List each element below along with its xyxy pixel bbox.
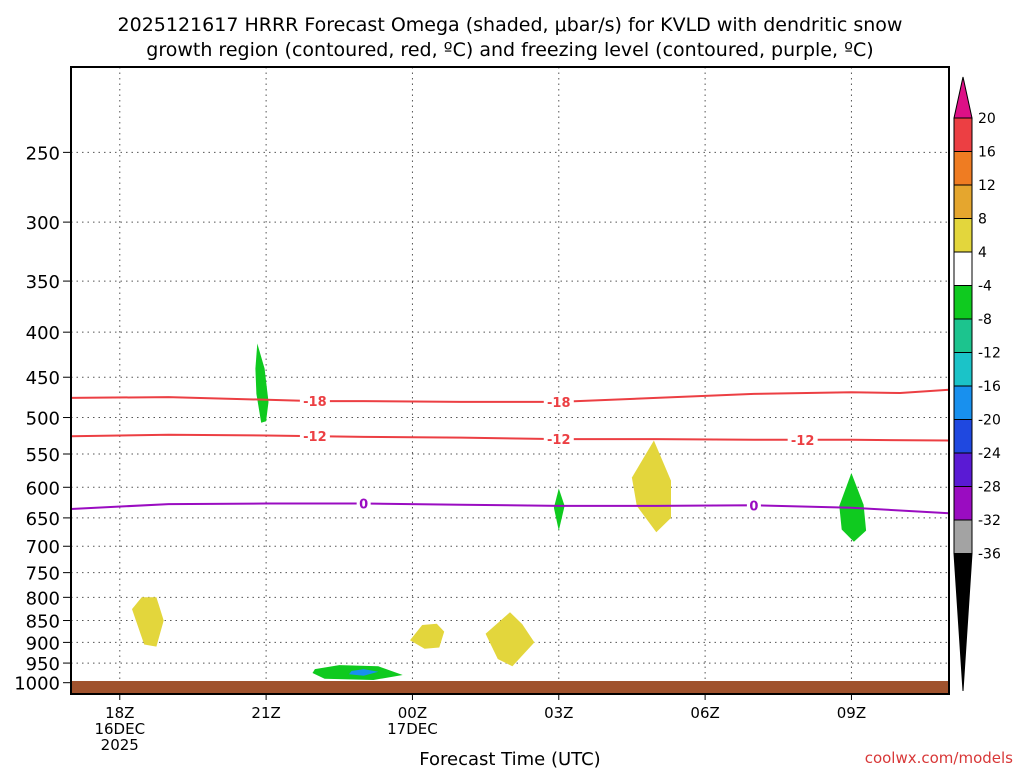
contour-label-bg: [356, 495, 371, 512]
omega-region: [553, 488, 565, 531]
contour-label-bg: [543, 431, 574, 448]
ground-strip: [71, 681, 949, 694]
y-tick-label: 850: [26, 612, 60, 633]
omega-region: [410, 623, 445, 649]
colorbar-swatch: [953, 452, 973, 487]
colorbar-label: -32: [978, 513, 1001, 529]
colorbar-label: -4: [978, 279, 992, 295]
y-tick-label: 400: [26, 323, 60, 344]
y-tick-label: 800: [26, 588, 60, 609]
y-tick-label: 550: [26, 445, 60, 466]
y-tick-label: 250: [26, 143, 60, 164]
colorbar-label: 4: [978, 245, 987, 261]
y-tick-label: 350: [26, 272, 60, 293]
chart-title-line2: growth region (contoured, red, ºC) and f…: [146, 39, 873, 61]
colorbar-label: -8: [978, 312, 992, 328]
colorbar-label: -28: [978, 480, 1001, 496]
colorbar-swatch: [953, 218, 973, 253]
y-tick-label: 700: [26, 537, 60, 558]
contour-label: -18: [303, 395, 327, 410]
colorbar-label: 12: [978, 178, 996, 194]
colorbar-swatch: [953, 318, 973, 353]
colorbar-swatch: [953, 251, 973, 286]
colorbar-swatch: [953, 519, 973, 554]
omega-region: [132, 597, 164, 647]
omega-region: [631, 440, 671, 533]
contour-label: 0: [749, 499, 758, 514]
contour-label: -18: [547, 396, 571, 411]
colorbar-label: -20: [978, 413, 1001, 429]
omega-region: [255, 343, 269, 423]
omega-region: [485, 612, 535, 667]
y-tick-label: 1000: [14, 674, 60, 695]
y-tick-label: 300: [26, 213, 60, 234]
x-tick-label: 21Z: [251, 704, 280, 722]
colorbar-swatch: [953, 419, 973, 454]
colorbar-swatch: [953, 117, 973, 152]
colorbar-label: 20: [978, 111, 996, 127]
y-tick-label: 600: [26, 478, 60, 499]
x-tick-label: 00Z: [398, 704, 427, 722]
contour-label: -12: [303, 430, 327, 445]
omega-region: [349, 669, 379, 676]
contour-label-bg: [787, 431, 818, 448]
colorbar-swatch: [953, 184, 973, 219]
colorbar-swatch: [953, 352, 973, 387]
colorbar-label: 8: [978, 212, 987, 228]
contour-label-bg: [746, 497, 761, 514]
x-tick-label: 03Z: [544, 704, 573, 722]
colorbar-swatch: [953, 151, 973, 186]
contour-label: -12: [791, 434, 815, 449]
x-tick-label: 09Z: [837, 704, 866, 722]
contour-label-bg: [299, 393, 330, 410]
credit-text: coolwx.com/models: [865, 749, 1013, 767]
chart-title-line1: 2025121617 HRRR Forecast Omega (shaded, …: [118, 14, 903, 36]
colorbar-label: -36: [978, 547, 1001, 563]
contour-line-0: [70, 502, 950, 515]
y-tick-label: 650: [26, 509, 60, 530]
colorbar-swatch: [953, 385, 973, 420]
contour-label: -12: [547, 433, 571, 448]
x-tick-label: 16DEC: [94, 720, 145, 738]
colorbar: 20 16 12 8 4 -4 -8 -12 -16 -20 -24 -28 -32 -36: [953, 76, 1001, 692]
plot-frame: [70, 66, 950, 695]
colorbar-label: 16: [978, 145, 996, 161]
x-axis-label: Forecast Time (UTC): [419, 749, 600, 768]
x-tick-label: 2025: [101, 736, 139, 754]
colorbar-swatch: [953, 486, 973, 521]
y-tick-label: 450: [26, 368, 60, 389]
x-tick-label: 17DEC: [387, 720, 438, 738]
y-tick-label: 750: [26, 564, 60, 585]
y-tick-label: 500: [26, 409, 60, 430]
x-tick-label: 06Z: [690, 704, 719, 722]
colorbar-label: -12: [978, 346, 1001, 362]
contour-label-bg: [543, 393, 574, 410]
x-tick-label: 18Z: [105, 704, 134, 722]
colorbar-top-arrow: [953, 76, 973, 119]
colorbar-bottom-arrow: [953, 553, 973, 692]
contour-line--18: [70, 388, 950, 403]
contour-label-bg: [299, 428, 330, 445]
y-tick-label: 950: [26, 654, 60, 675]
colorbar-label: -24: [978, 446, 1001, 462]
colorbar-label: -16: [978, 379, 1001, 395]
y-tick-label: 900: [26, 633, 60, 654]
colorbar-swatch: [953, 285, 973, 320]
contour-label: 0: [359, 498, 368, 513]
